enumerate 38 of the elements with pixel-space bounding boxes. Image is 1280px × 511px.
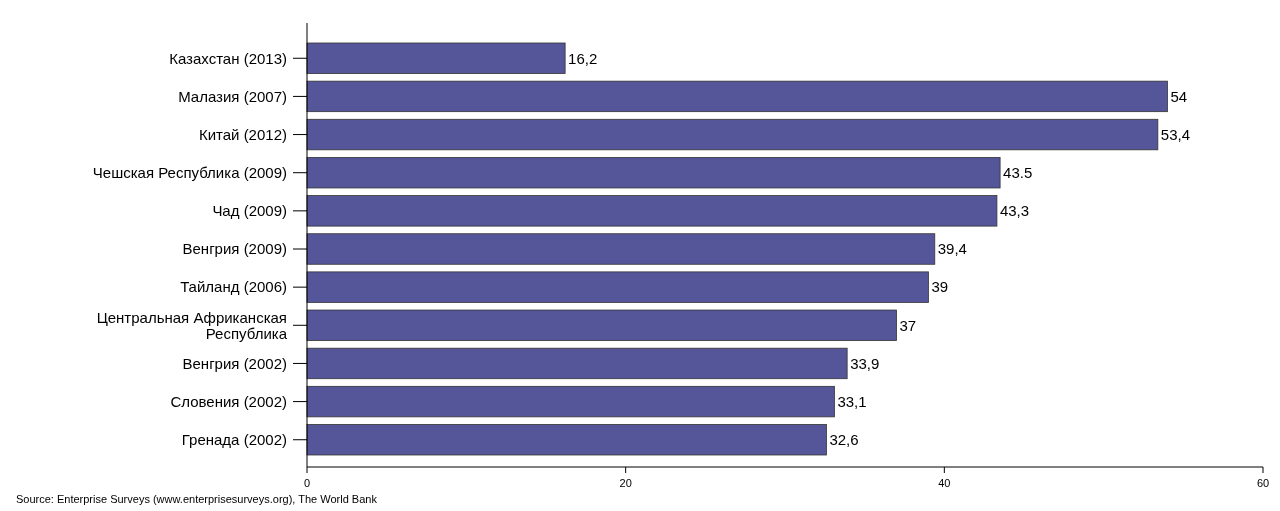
y-tick-label: Венгрия (2009)	[182, 240, 287, 258]
data-label: 33,1	[837, 392, 867, 410]
source-note: Source: Enterprise Surveys (www.enterprisesurveys.org), The World Bank	[16, 493, 378, 505]
y-tick-label: Тайланд (2006)	[180, 278, 287, 296]
y-tick-label: Малазия (2007)	[178, 87, 287, 105]
y-tick-label: Словения (2002)	[170, 392, 287, 410]
y-tick-label: Казахстан (2013)	[169, 49, 287, 67]
bar	[306, 42, 566, 74]
data-label: 37	[899, 316, 917, 334]
x-tick-label: 20	[619, 477, 632, 489]
bar	[306, 118, 1159, 151]
data-label: 32,6	[829, 430, 859, 448]
bar	[306, 80, 1168, 113]
x-tick-label: 0	[303, 477, 311, 489]
y-tick-label: Центральная Африканская Республика	[96, 308, 288, 343]
y-tick-label: Венгрия (2002)	[182, 354, 287, 372]
data-label: 16,2	[568, 49, 598, 67]
data-label: 54	[1170, 87, 1188, 105]
bar	[306, 157, 1001, 189]
y-tick-label: Китай (2012)	[198, 125, 287, 143]
data-label: 43,3	[999, 202, 1030, 220]
bar	[306, 233, 936, 265]
data-label: 43.5	[1003, 163, 1033, 181]
y-tick-label: Гренада (2002)	[181, 430, 287, 448]
data-label: 39	[931, 278, 949, 296]
data-label: 33,9	[850, 354, 880, 372]
x-tick-label: 40	[938, 477, 951, 489]
x-tick-label: 60	[1256, 477, 1270, 489]
y-tick-label: Чешская Республика (2009)	[92, 163, 287, 181]
y-tick-label: Чад (2009)	[212, 202, 287, 220]
data-label: 53,4	[1160, 125, 1191, 143]
bar	[306, 347, 848, 380]
bar	[306, 271, 929, 303]
bar	[306, 195, 998, 227]
bar	[306, 424, 827, 456]
bar	[306, 309, 897, 341]
data-label: 39,4	[937, 240, 967, 258]
bar	[306, 385, 835, 418]
